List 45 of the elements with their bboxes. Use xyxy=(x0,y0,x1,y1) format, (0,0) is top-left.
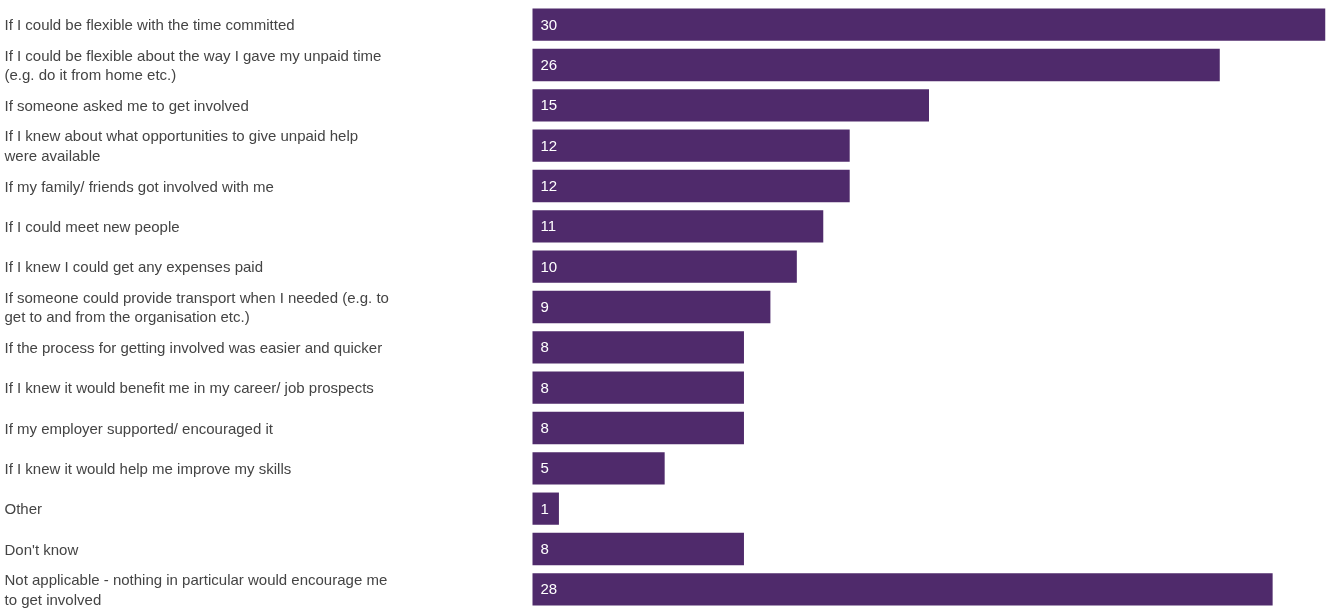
y-tick-label: If my employer supported/ encouraged it xyxy=(4,419,274,437)
data-label: 9 xyxy=(540,298,549,315)
y-tick-label: If I knew I could get any expenses paid xyxy=(4,258,263,276)
y-tick-label: Don't know xyxy=(4,540,79,558)
data-label: 8 xyxy=(540,378,549,396)
bar xyxy=(532,331,744,364)
bar xyxy=(532,8,1326,41)
bar xyxy=(532,129,850,162)
y-tick-label: If I knew about what opportunities to give unpaid help were available xyxy=(3,127,359,164)
bar xyxy=(532,210,824,243)
y-tick-label: Not applicable - nothing in particular would encourage me to get involved xyxy=(4,571,388,608)
bar xyxy=(532,452,665,485)
y-tick-label: If the process for getting involved was easier and quicker xyxy=(4,338,383,356)
data-label: 12 xyxy=(540,136,558,154)
data-label: 8 xyxy=(540,338,549,356)
y-tick-label: If my family/ friends got involved with me xyxy=(4,177,274,195)
bar xyxy=(532,290,771,324)
bar xyxy=(532,573,1273,606)
bar xyxy=(532,371,744,404)
y-tick-label: Other xyxy=(4,500,43,518)
y-tick-label: If I could be flexible about the way I gave my unpaid time (e.g. do it from home etc.) xyxy=(4,46,382,84)
y-tick-label: If I knew it would benefit me in my career/ job prospects xyxy=(4,379,374,397)
y-tick-label: If someone could provide transport when I needed (e.g. to get to and from the organisation etc.) xyxy=(4,288,389,326)
data-label: 1 xyxy=(540,499,549,517)
data-label: 8 xyxy=(540,540,549,557)
data-label: 28 xyxy=(540,580,558,598)
y-tick-label: If I knew it would help me improve my skills xyxy=(4,459,292,477)
data-label: 26 xyxy=(540,56,558,73)
y-tick-label: If I could be flexible with the time committed xyxy=(4,16,295,34)
bar xyxy=(532,492,559,525)
bar xyxy=(532,89,929,122)
bar xyxy=(532,250,797,283)
data-label: 30 xyxy=(540,15,558,33)
data-label: 12 xyxy=(540,177,558,194)
y-tick-label: If I could meet new people xyxy=(4,217,180,235)
data-label: 10 xyxy=(540,257,558,275)
bar xyxy=(532,169,850,203)
data-label: 11 xyxy=(540,217,557,235)
bar xyxy=(532,532,744,566)
data-label: 15 xyxy=(540,96,558,114)
bar xyxy=(532,411,744,445)
y-tick-label: If someone asked me to get involved xyxy=(4,96,249,114)
data-label: 8 xyxy=(540,419,549,436)
bar xyxy=(532,48,1220,82)
data-label: 5 xyxy=(540,459,549,477)
